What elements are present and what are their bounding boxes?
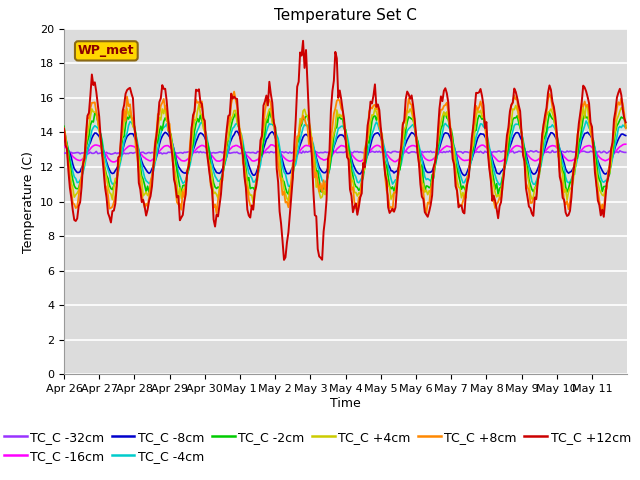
Title: Temperature Set C: Temperature Set C <box>274 9 417 24</box>
Text: WP_met: WP_met <box>78 44 134 57</box>
Y-axis label: Temperature (C): Temperature (C) <box>22 151 35 252</box>
X-axis label: Time: Time <box>330 397 361 410</box>
Legend: TC_C -32cm, TC_C -16cm, TC_C -8cm, TC_C -4cm, TC_C -2cm, TC_C +4cm, TC_C +8cm, T: TC_C -32cm, TC_C -16cm, TC_C -8cm, TC_C … <box>0 426 636 468</box>
